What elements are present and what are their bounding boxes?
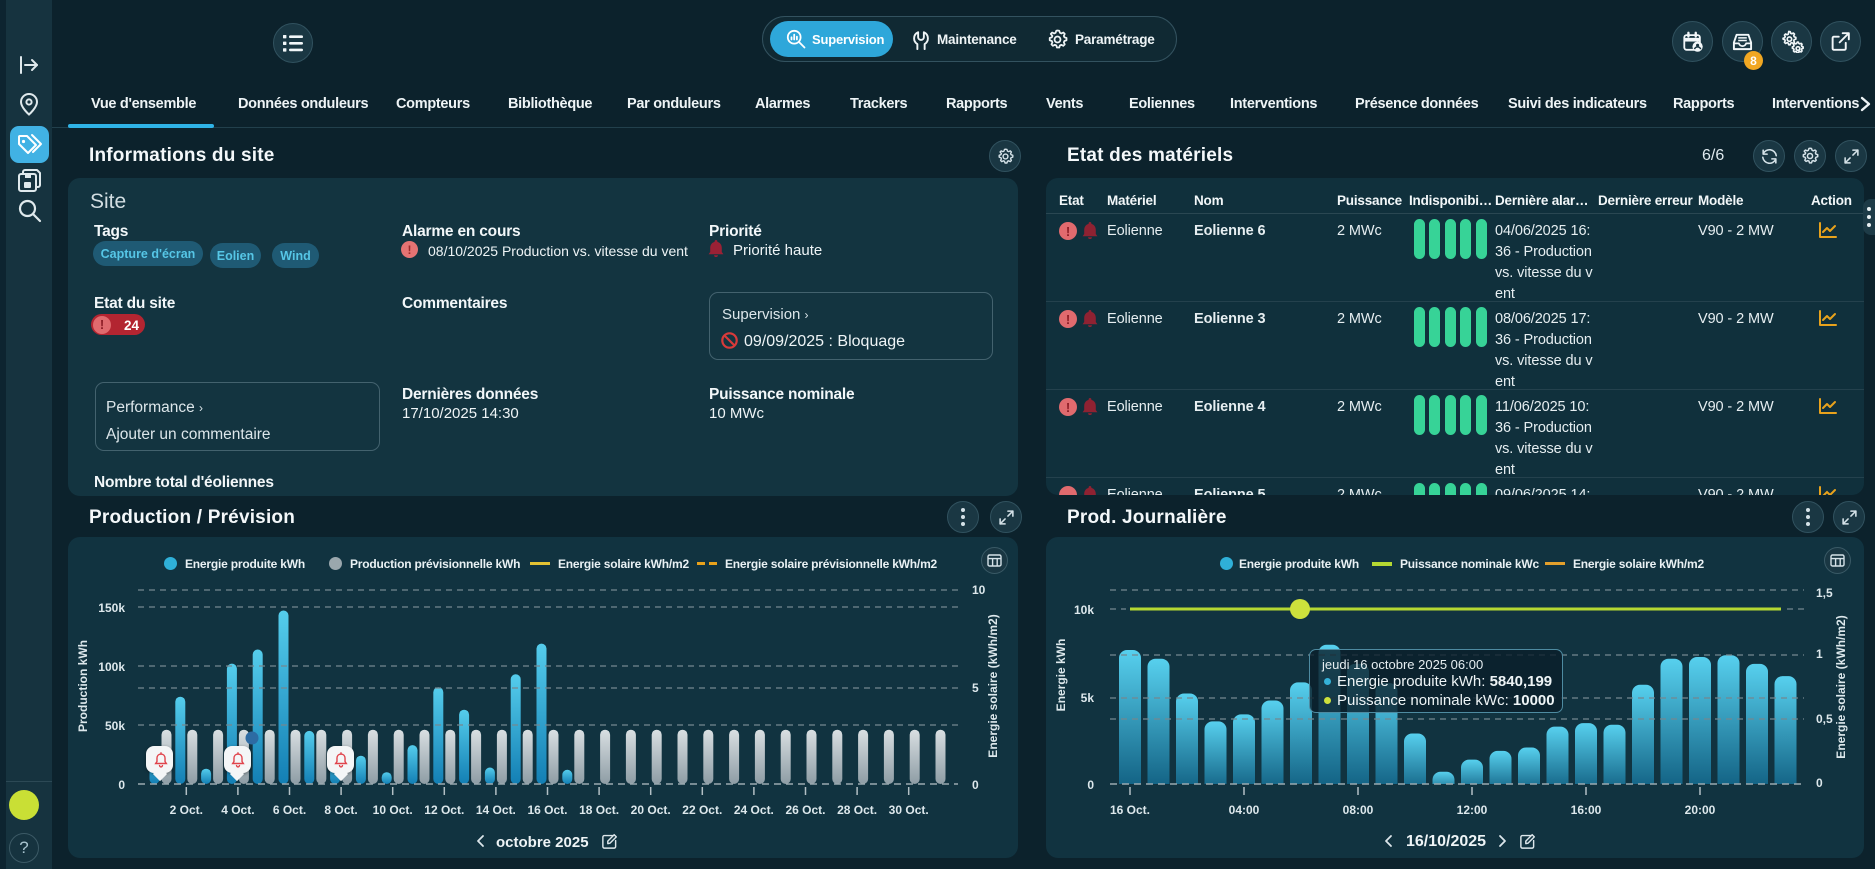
svg-text:16:00: 16:00 [1571, 803, 1602, 817]
svg-text:6 Oct.: 6 Oct. [273, 803, 306, 817]
svg-text:5: 5 [972, 681, 979, 695]
svg-text:2 Oct.: 2 Oct. [170, 803, 203, 817]
svg-text:30 Oct.: 30 Oct. [889, 803, 929, 817]
svg-text:50k: 50k [105, 719, 125, 733]
svg-text:0,5: 0,5 [1816, 712, 1833, 726]
svg-text:24 Oct.: 24 Oct. [734, 803, 774, 817]
svg-text:28 Oct.: 28 Oct. [837, 803, 877, 817]
svg-text:14 Oct.: 14 Oct. [476, 803, 516, 817]
svg-text:26 Oct.: 26 Oct. [785, 803, 825, 817]
svg-text:Production kWh: Production kWh [76, 640, 90, 732]
svg-text:150k: 150k [98, 601, 125, 615]
svg-text:Energie solaire (kWh/m2): Energie solaire (kWh/m2) [986, 614, 1000, 757]
svg-text:10 Oct.: 10 Oct. [373, 803, 413, 817]
svg-text:0: 0 [1816, 776, 1823, 790]
svg-text:16 Oct.: 16 Oct. [1110, 803, 1150, 817]
svg-text:16 Oct.: 16 Oct. [527, 803, 567, 817]
svg-text:20 Oct.: 20 Oct. [631, 803, 671, 817]
svg-text:8 Oct.: 8 Oct. [324, 803, 357, 817]
svg-text:1: 1 [1816, 647, 1823, 661]
svg-text:20:00: 20:00 [1685, 803, 1716, 817]
svg-text:10: 10 [972, 583, 986, 597]
svg-text:04:00: 04:00 [1229, 803, 1260, 817]
svg-text:1,5: 1,5 [1816, 586, 1833, 600]
svg-text:4 Oct.: 4 Oct. [221, 803, 254, 817]
svg-text:18 Oct.: 18 Oct. [579, 803, 619, 817]
svg-text:12 Oct.: 12 Oct. [424, 803, 464, 817]
svg-text:10k: 10k [1074, 603, 1094, 617]
svg-text:Energie solaire (kWh/m2): Energie solaire (kWh/m2) [1834, 615, 1848, 758]
svg-text:100k: 100k [98, 660, 125, 674]
svg-text:0: 0 [118, 778, 125, 792]
svg-text:22 Oct.: 22 Oct. [682, 803, 722, 817]
svg-text:0: 0 [1087, 778, 1094, 792]
svg-text:08:00: 08:00 [1343, 803, 1374, 817]
svg-text:12:00: 12:00 [1457, 803, 1488, 817]
svg-text:5k: 5k [1081, 691, 1095, 705]
svg-text:Energie kWh: Energie kWh [1054, 639, 1068, 712]
svg-text:0: 0 [972, 778, 979, 792]
